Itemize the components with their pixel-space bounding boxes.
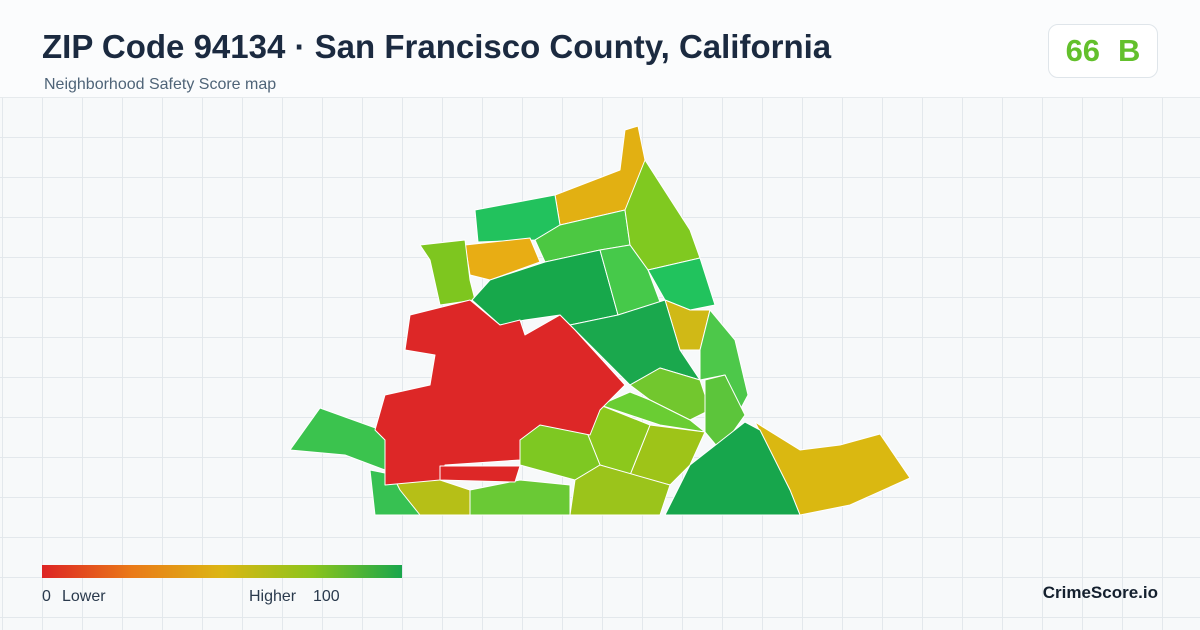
subtitle: Neighborhood Safety Score map [44, 76, 277, 93]
brand: CrimeScore.io [1042, 583, 1158, 602]
legend-max: 100 [313, 588, 340, 605]
area [569, 464, 671, 516]
score-value: 66 [1065, 33, 1101, 68]
area [439, 465, 521, 483]
area [469, 479, 571, 516]
area [374, 299, 626, 486]
area [647, 257, 716, 311]
title: ZIP Code 94134 · San Francisco County, C… [42, 28, 832, 65]
legend-gradient [42, 565, 402, 578]
area [599, 391, 706, 433]
area [599, 244, 661, 316]
legend-min-label: Lower [62, 588, 106, 605]
legend-min: 0 [42, 588, 51, 605]
score-grade: B [1118, 33, 1141, 68]
score-badge: 66 B [1048, 24, 1158, 78]
legend-max-label: Higher [249, 588, 297, 605]
header: ZIP Code 94134 · San Francisco County, C… [0, 0, 1200, 98]
neighborhoods [289, 125, 911, 516]
